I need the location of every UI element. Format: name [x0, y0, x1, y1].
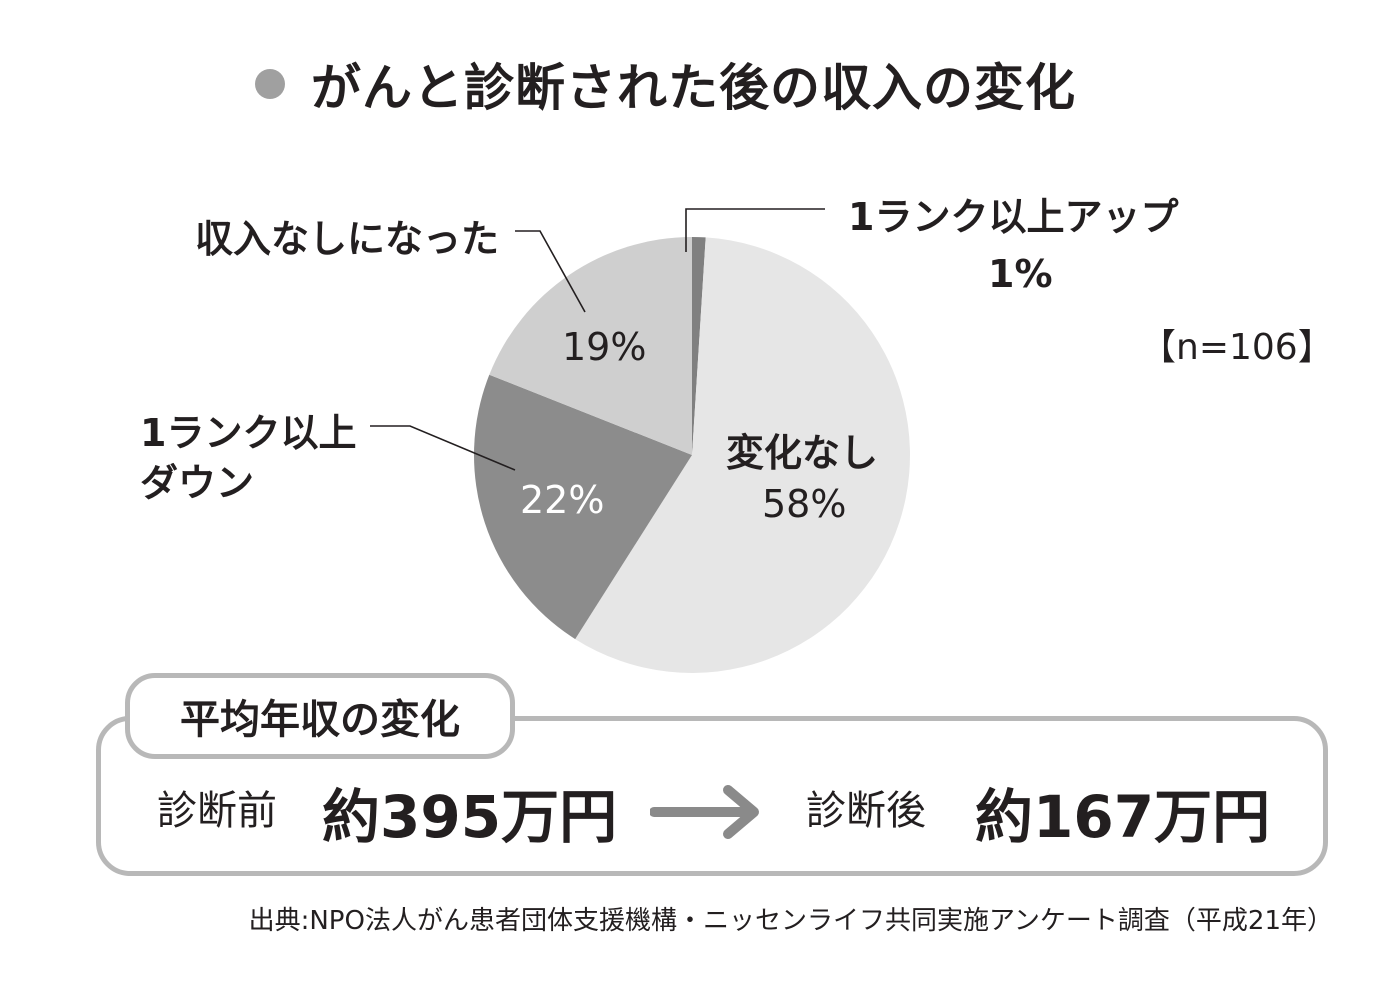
- before-label: 診断前: [157, 788, 277, 834]
- pie-chart: [370, 208, 911, 673]
- label-down-pct: 22%: [520, 478, 605, 522]
- leader-line-down: [370, 425, 516, 471]
- income-box-heading: 平均年収の変化: [125, 673, 515, 759]
- before-value: 約395万円: [322, 783, 618, 851]
- bullet-dot-icon: [255, 69, 285, 99]
- label-up: 1ランク以上アップ: [848, 195, 1179, 239]
- pie-slice-0: [692, 237, 706, 455]
- leader-line-up: [685, 208, 825, 252]
- label-same: 変化なし: [726, 431, 879, 475]
- chart-title-text: がんと診断された後の収入の変化: [311, 59, 1076, 117]
- pie-slice-2: [474, 374, 692, 640]
- label-up-pct: 1%: [988, 252, 1053, 296]
- after-value: 約167万円: [975, 783, 1271, 851]
- income-box-heading-text: 平均年収の変化: [180, 697, 460, 743]
- arrow-right-icon: [650, 785, 759, 839]
- label-none: 収入なしになった: [195, 217, 500, 261]
- label-same-pct: 58%: [762, 482, 847, 526]
- sample-size: 【n=106】: [1140, 327, 1334, 368]
- label-none-pct: 19%: [562, 325, 647, 369]
- source-note: 出典:NPO法人がん患者団体支援機構・ニッセンライフ共同実施アンケート調査（平成…: [248, 906, 1333, 936]
- label-down-line2: ダウン: [140, 461, 255, 505]
- income-change-box: [96, 716, 1328, 876]
- leader-line-none: [515, 230, 586, 313]
- after-label: 診断後: [806, 788, 926, 834]
- label-down-line1: 1ランク以上: [140, 411, 357, 455]
- pie-slice-1: [575, 237, 911, 673]
- chart-title: がんと診断された後の収入の変化: [255, 48, 1076, 120]
- pie-slice-3: [489, 236, 692, 455]
